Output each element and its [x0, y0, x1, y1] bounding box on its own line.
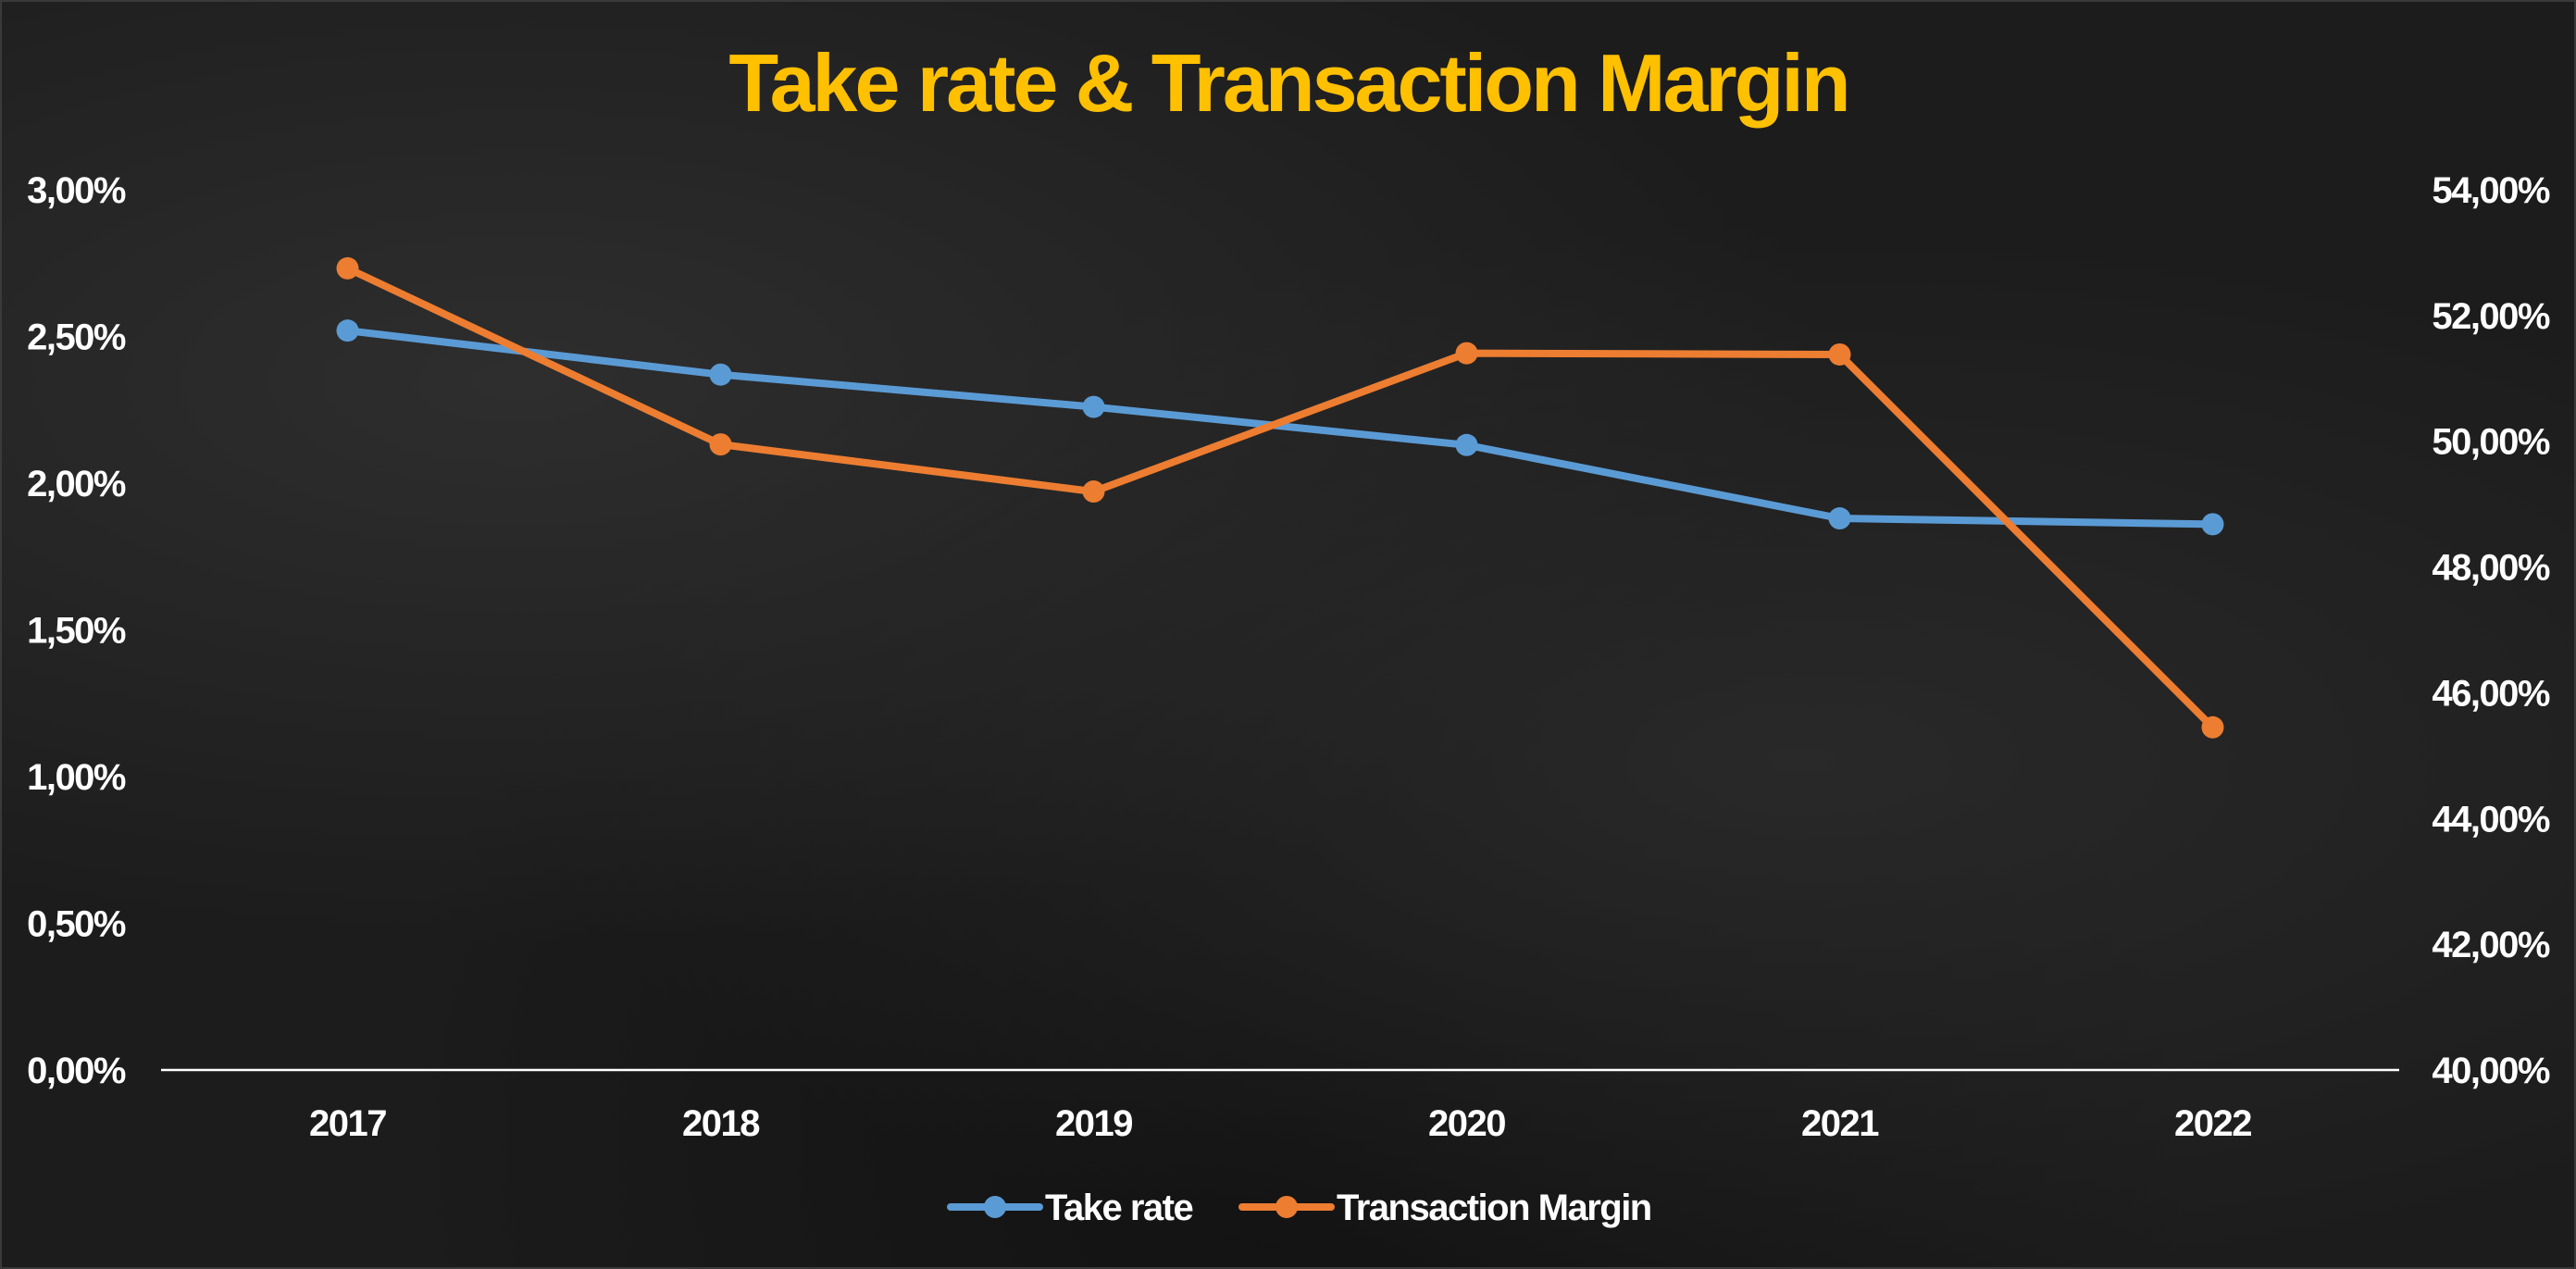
right-tick-label: 44,00%: [2432, 799, 2550, 840]
x-tick-label: 2019: [1055, 1103, 1132, 1144]
chart-title: Take rate & Transaction Margin: [728, 37, 1848, 129]
x-axis-ticks: 2017 2018 2019 2020 2021 2022: [309, 1103, 2253, 1144]
transaction-margin-point: [2201, 715, 2224, 739]
series-lines: [343, 264, 2217, 731]
transaction-margin-point: [336, 256, 359, 280]
right-tick-label: 54,00%: [2432, 170, 2550, 211]
left-tick-label: 0,00%: [27, 1051, 126, 1091]
x-tick-label: 2021: [1801, 1103, 1879, 1144]
x-tick-label: 2022: [2174, 1103, 2251, 1144]
right-tick-label: 50,00%: [2432, 422, 2550, 463]
take-rate-point: [1082, 395, 1105, 418]
right-tick-label: 42,00%: [2432, 925, 2550, 965]
take-rate-point: [1455, 433, 1478, 456]
left-tick-label: 0,50%: [27, 904, 126, 945]
right-tick-label: 40,00%: [2432, 1051, 2550, 1091]
right-axis-ticks: 40,00% 42,00% 44,00% 46,00% 48,00% 50,00% 52,0…: [2432, 170, 2551, 1091]
take-rate-point: [2201, 513, 2224, 536]
right-tick-label: 46,00%: [2432, 673, 2550, 714]
transaction-margin-line: [343, 264, 2217, 731]
transaction-margin-point: [1082, 480, 1105, 504]
right-tick-label: 48,00%: [2432, 548, 2550, 589]
take-rate-legend-marker: [984, 1196, 1006, 1218]
transaction-margin-point: [1455, 342, 1478, 365]
series-points: [336, 256, 2224, 739]
x-tick-label: 2020: [1428, 1103, 1505, 1144]
left-tick-label: 1,00%: [27, 757, 126, 798]
take-rate-line: [343, 327, 2217, 529]
transaction-margin-legend-label: Transaction Margin: [1337, 1188, 1651, 1228]
x-tick-label: 2018: [682, 1103, 760, 1144]
take-rate-legend-label: Take rate: [1045, 1188, 1192, 1228]
x-tick-label: 2017: [309, 1103, 386, 1144]
take-rate-point: [1828, 507, 1851, 530]
take-rate-point: [709, 363, 732, 386]
take-rate-point: [336, 319, 359, 342]
legend: Take rate Transaction Margin: [947, 1188, 1652, 1228]
transaction-margin-legend-marker: [1276, 1196, 1298, 1218]
transaction-margin-point: [1828, 342, 1851, 366]
right-tick-label: 52,00%: [2432, 296, 2550, 337]
left-tick-label: 2,50%: [27, 317, 126, 358]
transaction-margin-point: [709, 433, 732, 456]
left-tick-label: 2,00%: [27, 464, 126, 504]
left-tick-label: 1,50%: [27, 611, 126, 652]
left-tick-label: 3,00%: [27, 170, 126, 211]
left-axis-ticks: 0,00% 0,50% 1,00% 1,50% 2,00% 2,50% 3,00%: [27, 170, 127, 1091]
